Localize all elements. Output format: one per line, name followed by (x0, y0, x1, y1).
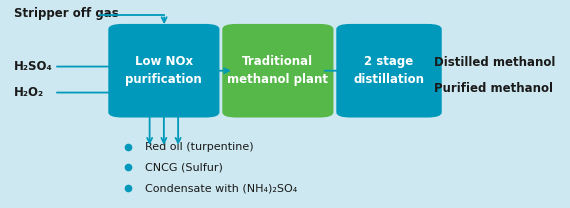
Text: CNCG (Sulfur): CNCG (Sulfur) (145, 162, 223, 172)
Text: Low NOx
purification: Low NOx purification (125, 55, 202, 86)
Text: Traditional
methanol plant: Traditional methanol plant (227, 55, 328, 86)
Text: H₂O₂: H₂O₂ (14, 86, 44, 99)
FancyBboxPatch shape (336, 24, 442, 118)
Text: Stripper off gas: Stripper off gas (14, 7, 119, 20)
Text: Distilled methanol: Distilled methanol (434, 56, 556, 69)
FancyBboxPatch shape (222, 24, 333, 118)
Text: Condensate with (NH₄)₂SO₄: Condensate with (NH₄)₂SO₄ (145, 183, 298, 193)
FancyBboxPatch shape (108, 24, 219, 118)
Text: Red oil (turpentine): Red oil (turpentine) (145, 142, 254, 152)
Text: H₂SO₄: H₂SO₄ (14, 60, 53, 73)
Text: Purified methanol: Purified methanol (434, 82, 553, 95)
Text: 2 stage
distillation: 2 stage distillation (353, 55, 425, 86)
